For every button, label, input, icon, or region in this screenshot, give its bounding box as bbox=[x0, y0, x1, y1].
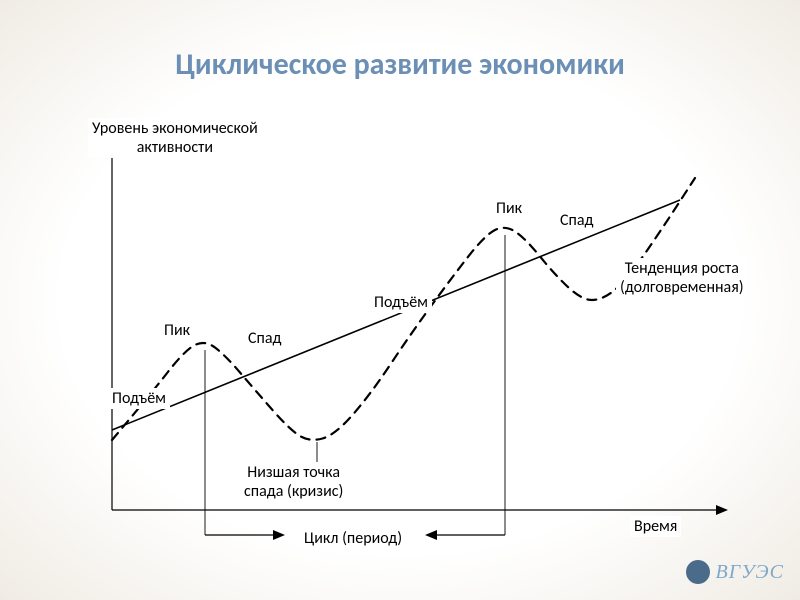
trend-line bbox=[112, 200, 680, 430]
label-peak-1: Пик bbox=[160, 320, 194, 341]
logo-icon bbox=[686, 560, 710, 584]
label-cycle-period: Цикл (период) bbox=[300, 528, 406, 549]
logo: ВГУЭС bbox=[686, 560, 785, 584]
label-rise-1: Подъём bbox=[108, 388, 170, 409]
x-axis-label: Время bbox=[630, 516, 681, 537]
logo-text: ВГУЭС bbox=[716, 561, 785, 584]
label-decline-1: Спад bbox=[244, 328, 285, 349]
y-axis-label: Уровень экономическойактивности bbox=[88, 118, 262, 158]
label-trend: Тенденция роста(долговременная) bbox=[616, 258, 748, 298]
label-rise-2: Подъём bbox=[370, 292, 432, 313]
axes bbox=[107, 122, 728, 515]
label-trough: Низшая точкаспада (кризис) bbox=[240, 462, 347, 502]
label-decline-2: Спад bbox=[556, 210, 597, 231]
label-peak-2: Пик bbox=[492, 198, 526, 219]
